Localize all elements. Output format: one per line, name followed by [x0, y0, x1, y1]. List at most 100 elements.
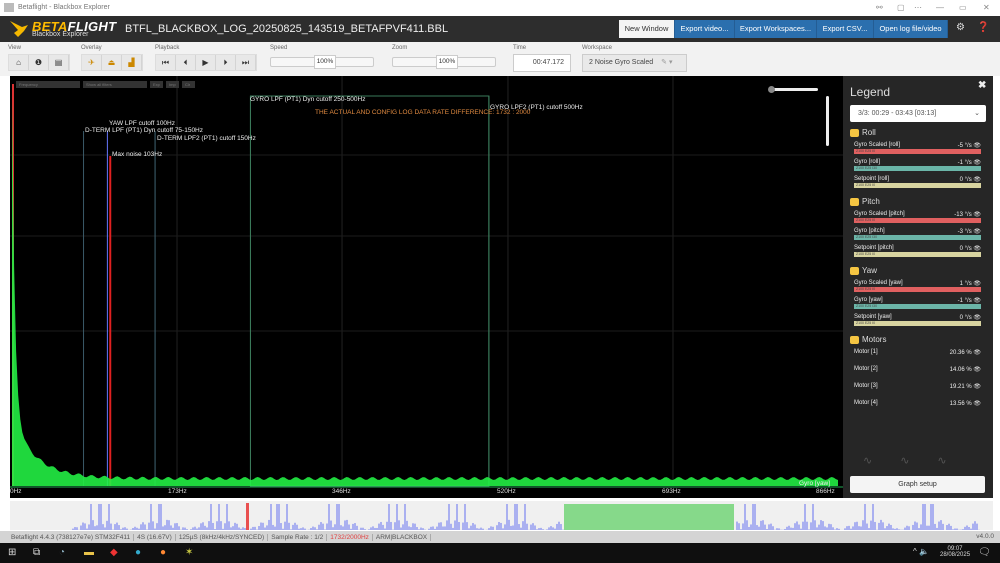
legend-item[interactable]: Gyro [pitch] -3 °/s 👁 Z100 E25 I30 [854, 228, 981, 240]
timeline-bar [352, 523, 354, 530]
help-icon[interactable]: ❓ [977, 22, 990, 33]
sticks-overlay-button[interactable]: ⏏ [102, 55, 122, 70]
eye-icon[interactable]: 👁 [973, 229, 981, 235]
timeline-bar [936, 527, 938, 530]
eye-icon[interactable]: 👁 [973, 212, 981, 218]
home-button[interactable]: ⌂ [9, 55, 29, 70]
restore-button[interactable]: ▭ [959, 3, 967, 12]
legend-item[interactable]: Gyro [roll] -1 °/s 👁 Z100 E25 I30 [854, 159, 981, 171]
more-icon[interactable]: ⋯ [914, 3, 922, 12]
timeline-bar [192, 527, 194, 530]
slider-handle[interactable] [768, 86, 775, 93]
screen-icon[interactable]: ▢ [897, 3, 905, 12]
legend-item[interactable]: Motor [4] 13.56 % 👁 [854, 400, 981, 412]
item-color-bar: Z100 E25 I30 [854, 304, 981, 309]
close-legend-icon[interactable]: ✖ [978, 80, 987, 91]
eye-icon[interactable]: 👁 [973, 401, 981, 407]
legend-group-header[interactable]: Roll [850, 128, 981, 137]
betaflight-taskbar-icon[interactable]: ✶ [185, 547, 194, 558]
eye-icon[interactable]: 👁 [973, 315, 981, 321]
graph-setup-button[interactable]: Graph setup [850, 476, 985, 493]
legend-item[interactable]: Gyro Scaled [pitch] -13 °/s 👁 Z100 E25 I0 [854, 211, 981, 223]
timeline-bar [918, 528, 920, 530]
eye-icon[interactable]: 👁 [973, 298, 981, 304]
export-video-button[interactable]: Export video... [675, 20, 735, 38]
open-log-button[interactable]: Open log file/video [874, 20, 948, 38]
task-view-icon[interactable]: ⧉ [33, 547, 41, 558]
edit-dropdown-icon[interactable]: ✎ ▾ [661, 59, 673, 66]
import-button[interactable]: Imp [166, 81, 179, 88]
timeline-bar [224, 523, 226, 530]
analyser-overlay-button[interactable]: ▟ [122, 55, 142, 70]
eye-icon[interactable]: 👁 [973, 350, 981, 356]
legend-item[interactable]: Motor [2] 14.06 % 👁 [854, 366, 981, 378]
timeline-bar [966, 525, 968, 530]
eye-icon[interactable]: 👁 [973, 160, 981, 166]
app-diamond-icon[interactable]: ◆ [110, 547, 118, 558]
notifications-icon[interactable]: 🗨 [978, 547, 991, 558]
play-button[interactable]: ▶ [196, 55, 216, 70]
legend-group-header[interactable]: Yaw [850, 266, 981, 275]
eye-icon[interactable]: 👁 [973, 367, 981, 373]
eye-icon[interactable]: 👁 [973, 281, 981, 287]
export-button[interactable]: Exp [150, 81, 163, 88]
legend-item[interactable]: Motor [1] 20.36 % 👁 [854, 349, 981, 361]
analyser-vertical-slider[interactable] [826, 96, 829, 146]
speedometer-icon[interactable]: ◔ [59, 547, 66, 558]
clock[interactable]: 09:07 28/08/2025 [940, 546, 970, 558]
legend-group-header[interactable]: Pitch [850, 197, 981, 206]
minimize-button[interactable]: — [936, 3, 944, 12]
time-input[interactable]: 00:47.172 [513, 54, 571, 72]
close-button[interactable]: ✕ [983, 3, 990, 12]
timeline-bar [396, 504, 398, 530]
legend-item[interactable]: Motor [3] 19.21 % 👁 [854, 383, 981, 395]
legend-item[interactable]: Setpoint [roll] 0 °/s 👁 Z100 E25 I0 [854, 176, 981, 188]
export-workspaces-button[interactable]: Export Workspaces... [735, 20, 817, 38]
skip-start-button[interactable]: ⏮ [156, 55, 176, 70]
table-button[interactable]: ▤ [49, 55, 69, 70]
gear-icon[interactable]: ⚙ [956, 22, 965, 33]
eye-icon[interactable]: 👁 [973, 143, 981, 149]
legend-group-header[interactable]: Motors [850, 335, 981, 344]
graph-style-icons[interactable]: ∿∿∿ [863, 455, 975, 467]
workspace-select[interactable]: 2 Noise Gyro Scaled ✎ ▾ [582, 54, 687, 72]
timeline-bar [444, 526, 446, 530]
profile-icon[interactable]: ⚯ [876, 3, 883, 12]
zoom-value[interactable]: 100% [436, 55, 458, 69]
legend-item[interactable]: Setpoint [pitch] 0 °/s 👁 Z100 E25 I0 [854, 245, 981, 257]
new-window-button[interactable]: New Window [619, 20, 675, 38]
legend-item[interactable]: Gyro [yaw] -1 °/s 👁 Z100 E25 I30 [854, 297, 981, 309]
timeline-bar [386, 521, 388, 530]
speed-slider[interactable]: 100% [270, 55, 374, 69]
log-timeline[interactable] [10, 501, 993, 530]
legend-item[interactable]: Gyro Scaled [roll] -5 °/s 👁 Z100 E25 I0 [854, 142, 981, 154]
eye-icon[interactable]: 👁 [973, 177, 981, 183]
legend-item[interactable]: Gyro Scaled [yaw] 1 °/s 👁 Z100 E25 I0 [854, 280, 981, 292]
edge-icon[interactable]: ● [135, 547, 142, 558]
file-explorer-icon[interactable]: ▬ [84, 547, 94, 558]
timeline-bar [866, 523, 868, 530]
speed-value[interactable]: 100% [314, 55, 336, 69]
skip-end-button[interactable]: ⏭ [236, 55, 256, 70]
eye-icon[interactable]: 👁 [973, 384, 981, 390]
firefox-icon[interactable]: ● [160, 547, 167, 558]
analyser-type-select[interactable]: Frequency [16, 81, 80, 88]
filters-select[interactable]: Show all filters [83, 81, 147, 88]
zoom-slider[interactable]: 100% [392, 55, 496, 69]
sample-rate-info: Sample Rate : 1/2 [268, 533, 328, 541]
legend-item[interactable]: Setpoint [yaw] 0 °/s 👁 Z100 E25 I0 [854, 314, 981, 326]
info-button[interactable]: ❶ [29, 55, 49, 70]
timeline-bar [428, 528, 430, 530]
eye-icon[interactable]: 👁 [973, 246, 981, 252]
clear-button[interactable]: Clr [182, 81, 195, 88]
tray-chevron-icon[interactable]: ^ 🔈 [913, 547, 929, 556]
start-icon[interactable]: ⊞ [8, 547, 17, 558]
analyser-zoom-slider[interactable] [770, 88, 818, 91]
timeline-bar [204, 525, 206, 530]
spectrum-chart[interactable]: Frequency Show all filters Exp Imp Clr G… [10, 76, 843, 498]
craft-overlay-button[interactable]: ✈ [82, 55, 102, 70]
export-csv-button[interactable]: Export CSV... [817, 20, 874, 38]
step-back-button[interactable]: ⏴ [176, 55, 196, 70]
log-range-select[interactable]: 3/3: 00:29 - 03:43 [03:13] ⌄ [850, 105, 986, 122]
step-forward-button[interactable]: ⏵ [216, 55, 236, 70]
